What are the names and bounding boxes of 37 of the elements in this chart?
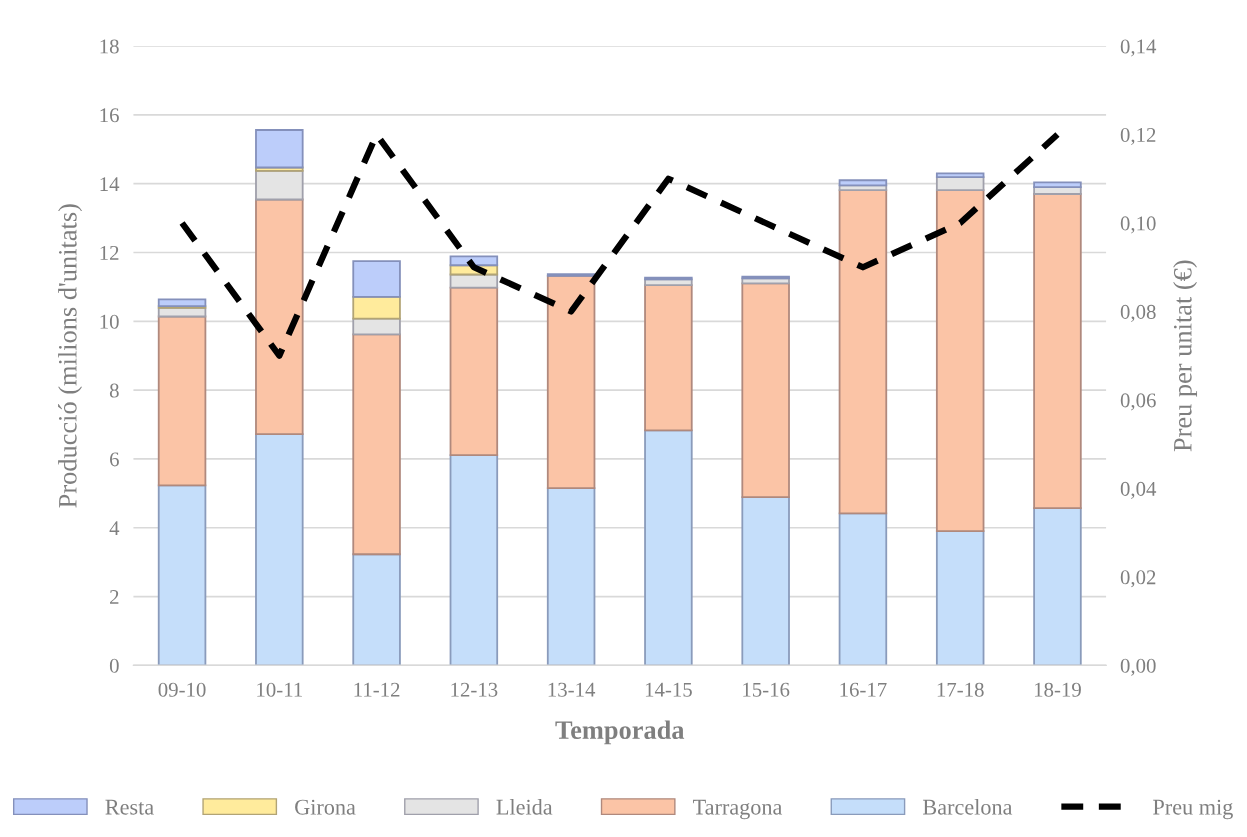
x-tick-label: 17-18 (937, 682, 984, 697)
y-tick-label: 6 (110, 452, 119, 467)
x-tick-label: 13-14 (548, 682, 596, 697)
y2-tick-label: 0,06 (1120, 393, 1156, 411)
y-tick-label: 10 (100, 314, 119, 329)
legend-label: Preu mig (1153, 799, 1233, 820)
y-tick-label: 2 (110, 590, 119, 604)
x-tick-label: 12-13 (451, 682, 498, 697)
y2-tick-label: 0,04 (1120, 481, 1157, 499)
legend-label: Resta (105, 799, 154, 815)
y-tick-label: 18 (100, 39, 119, 54)
y2-tick-label: 0,00 (1120, 658, 1156, 676)
y2-tick-label: 0,10 (1120, 216, 1156, 234)
y-tick-label: 16 (100, 108, 119, 123)
y2-tick-label: 0,14 (1120, 39, 1157, 57)
x-tick-label: 15-16 (743, 682, 790, 697)
y2-tick-label: 0,08 (1120, 304, 1156, 322)
y-tick-label: 14 (100, 177, 120, 191)
y2-axis-title: Preu per unitat (€) (1173, 260, 1198, 452)
y-tick-label: 8 (109, 383, 119, 398)
x-tick-label: 14-15 (645, 682, 692, 697)
y2-tick-label: 0,02 (1120, 570, 1156, 588)
legend-label: Lleida (496, 799, 553, 815)
legend-label: Girona (295, 799, 356, 815)
y-tick-label: 12 (100, 245, 119, 260)
y2-tick-label: 0,12 (1120, 127, 1156, 145)
y-tick-label: 4 (109, 521, 120, 535)
legend-label: Tarragona (693, 799, 783, 820)
x-tick-label: 10-11 (257, 682, 302, 697)
legend-label: Barcelona (923, 799, 1013, 815)
x-tick-label: 11-12 (354, 682, 400, 697)
x-tick-label: 09-10 (158, 682, 206, 697)
x-axis-title: Temporada (555, 720, 685, 745)
y-axis-title: Producció (milions d'unitats) (58, 204, 83, 508)
x-tick-label: 16-17 (840, 682, 887, 697)
x-tick-label: 18-19 (1034, 682, 1081, 697)
y-tick-label: 0 (109, 658, 119, 673)
